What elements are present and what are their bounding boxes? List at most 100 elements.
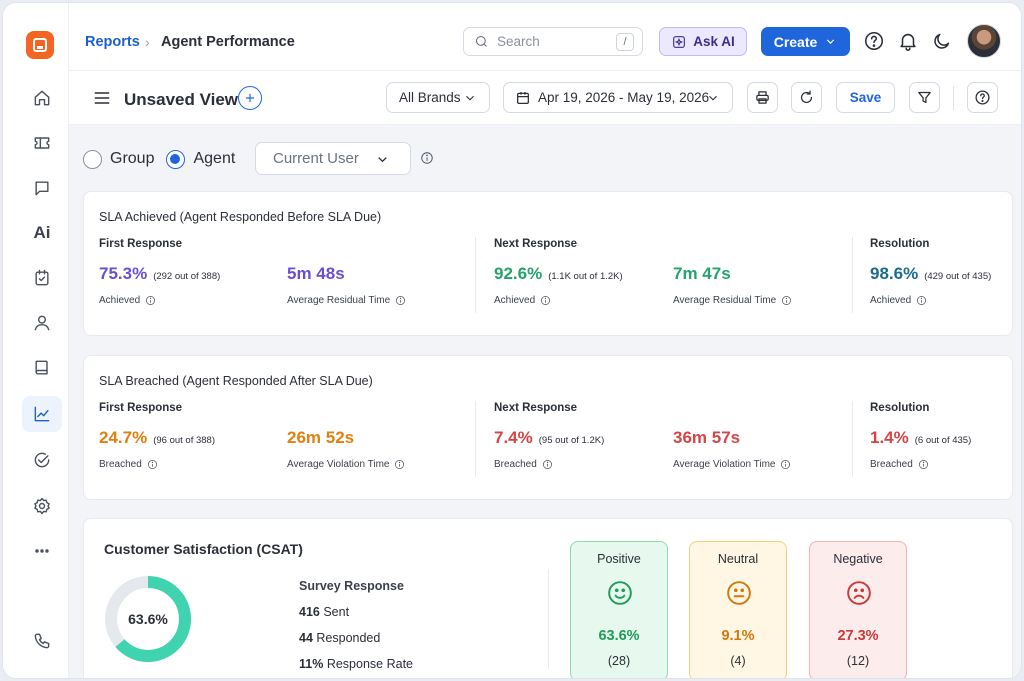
knowledge-base-icon[interactable]: [22, 350, 62, 386]
residual-time-label: Average Residual Time: [673, 295, 777, 306]
negative-sentiment-card: Negative 27.3% (12): [809, 541, 907, 678]
breached-count: (95 out of 1.2K): [538, 435, 605, 446]
section-divider: [475, 237, 476, 313]
moon-icon[interactable]: [931, 30, 953, 52]
settings-icon[interactable]: [22, 488, 62, 524]
sla-breached-resolution: Resolution 1.4% (6 out of 435) Breached: [870, 402, 1010, 470]
breadcrumb-current: Agent Performance: [161, 34, 295, 50]
residual-time-value: 7m 47s: [673, 264, 731, 283]
neutral-sentiment-card: Neutral 9.1% (4): [689, 541, 787, 678]
add-view-button[interactable]: [238, 86, 262, 110]
info-icon[interactable]: [780, 459, 791, 470]
section-heading: Next Response: [494, 238, 578, 250]
search-icon: [475, 35, 487, 47]
breached-label: Breached: [494, 459, 537, 470]
more-icon[interactable]: [22, 533, 62, 569]
section-heading: Next Response: [494, 402, 578, 414]
create-label: Create: [773, 33, 818, 50]
task-icon[interactable]: [22, 260, 62, 296]
negative-count: (12): [846, 654, 870, 668]
contacts-icon[interactable]: [22, 305, 62, 341]
user-select[interactable]: Current User: [255, 142, 411, 175]
brand-filter-select[interactable]: All Brands: [386, 82, 490, 113]
sent-label: Sent: [323, 605, 350, 619]
info-icon[interactable]: [395, 295, 406, 306]
breadcrumb-reports[interactable]: Reports: [85, 34, 140, 50]
print-button[interactable]: [747, 82, 778, 113]
filter-button[interactable]: [909, 82, 940, 113]
section-heading: First Response: [99, 238, 183, 250]
smile-icon: [607, 580, 633, 606]
hamburger-menu-icon[interactable]: [92, 88, 112, 108]
breached-label: Breached: [99, 459, 142, 470]
phone-icon[interactable]: [22, 623, 62, 659]
csat-card: Customer Satisfaction (CSAT) 63.6% Surve…: [83, 518, 1013, 678]
achieved-percentage: 98.6%: [870, 264, 919, 283]
info-icon[interactable]: [918, 459, 929, 470]
ai-icon[interactable]: Ai: [33, 223, 51, 242]
info-icon[interactable]: [916, 295, 927, 306]
donut-center-label: 63.6%: [128, 611, 168, 627]
breached-percentage: 24.7%: [99, 428, 148, 447]
sla-breached-first-response: First Response 24.7% (96 out of 388) Brea…: [99, 402, 459, 470]
group-radio-label: Group: [110, 150, 155, 167]
rate-label: Response Rate: [326, 657, 413, 671]
info-icon[interactable]: [540, 295, 551, 306]
neutral-face-icon: [726, 580, 752, 606]
sparkle-icon: [673, 35, 686, 48]
breached-label: Breached: [870, 459, 913, 470]
csat-divider: [548, 569, 549, 669]
report-help-button[interactable]: [967, 82, 998, 113]
positive-percentage: 63.6%: [598, 628, 640, 644]
search-shortcut: /: [616, 33, 634, 51]
agent-radio[interactable]: Agent: [166, 149, 236, 169]
chevron-down-icon: [827, 39, 835, 44]
responded-value: 44: [299, 631, 313, 645]
check-circle-icon[interactable]: [22, 442, 62, 478]
neutral-label: Neutral: [717, 552, 759, 566]
info-icon[interactable]: [145, 295, 156, 306]
info-icon[interactable]: [420, 151, 434, 165]
agent-radio-label: Agent: [193, 150, 236, 167]
sla-achieved-title: SLA Achieved (Agent Responded Before SLA…: [99, 210, 382, 224]
info-icon[interactable]: [394, 459, 405, 470]
info-icon[interactable]: [781, 295, 792, 306]
achieved-count: (429 out of 435): [924, 271, 992, 282]
sla-achieved-resolution: Resolution 98.6% (429 out of 435) Achieve…: [870, 238, 1010, 306]
info-icon[interactable]: [147, 459, 158, 470]
home-icon[interactable]: [22, 80, 62, 116]
section-divider: [852, 401, 853, 477]
date-range-picker[interactable]: Apr 19, 2026 - May 19, 2026: [503, 82, 733, 113]
refresh-icon: [800, 90, 813, 104]
search-box[interactable]: /: [463, 27, 643, 56]
save-button[interactable]: Save: [836, 82, 895, 113]
group-radio[interactable]: Group: [83, 149, 155, 169]
reports-icon[interactable]: [22, 396, 62, 432]
breached-percentage: 1.4%: [870, 428, 909, 447]
ticket-icon[interactable]: [22, 125, 62, 161]
achieved-label: Achieved: [870, 295, 912, 306]
user-select-value: Current User: [273, 150, 359, 167]
help-icon[interactable]: [863, 30, 885, 52]
csat-title: Customer Satisfaction (CSAT): [104, 541, 303, 557]
group-agent-toggle: Group Agent: [83, 143, 247, 175]
chevron-down-icon: [709, 95, 717, 101]
brand-logo[interactable]: [26, 31, 54, 59]
filter-icon: [918, 91, 931, 104]
create-button[interactable]: Create: [761, 27, 850, 56]
user-avatar[interactable]: [967, 24, 1001, 58]
search-input[interactable]: [497, 34, 607, 49]
violation-time-value: 26m 52s: [287, 428, 355, 447]
breached-count: (6 out of 435): [914, 435, 972, 446]
chevron-down-icon: [378, 157, 387, 163]
info-icon[interactable]: [542, 459, 553, 470]
brand-filter-value: All Brands: [399, 90, 461, 105]
achieved-count: (292 out of 388): [153, 271, 221, 282]
chat-icon[interactable]: [22, 170, 62, 206]
violation-time-label: Average Violation Time: [287, 459, 390, 470]
refresh-button[interactable]: [791, 82, 822, 113]
ask-ai-button[interactable]: Ask AI: [659, 27, 747, 56]
achieved-percentage: 92.6%: [494, 264, 543, 283]
bell-icon[interactable]: [897, 30, 919, 52]
